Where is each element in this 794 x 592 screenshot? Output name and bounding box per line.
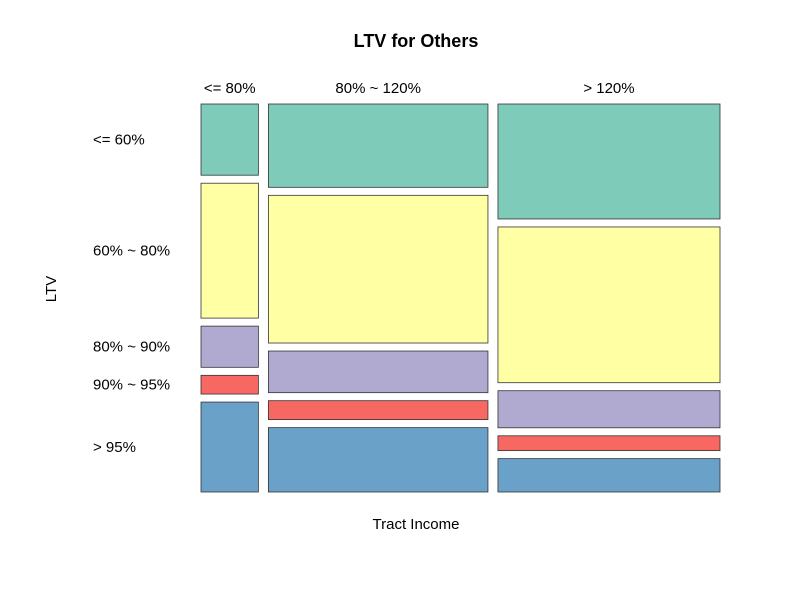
x-tick-label: 80% ~ 120% [335,80,420,97]
x-tick-labels: <= 80% 80% ~ 120% > 120% [204,80,635,97]
mosaic-tile [200,325,259,368]
chart-title: LTV for Others [354,31,479,51]
x-tick-label: > 120% [583,80,634,97]
y-tick-label: > 95% [93,439,136,456]
mosaic-tile [267,350,489,394]
mosaic-tiles [200,103,721,493]
mosaic-tile [200,182,259,319]
mosaic-tile [200,401,259,493]
y-tick-label: <= 60% [93,132,145,149]
mosaic-tile [497,226,721,384]
mosaic-tile [497,390,721,429]
y-tick-label: 80% ~ 90% [93,339,170,356]
mosaic-tile [200,374,259,395]
mosaic-tile [267,194,489,344]
mosaic-tile [497,103,721,220]
mosaic-tile [267,427,489,493]
mosaic-tile [267,400,489,421]
mosaic-tile [497,458,721,493]
x-tick-label: <= 80% [204,80,256,97]
mosaic-tile [200,103,259,176]
x-axis-label: Tract Income [373,516,460,533]
mosaic-tile [267,103,489,188]
y-tick-label: 90% ~ 95% [93,377,170,394]
y-axis-label: LTV [43,276,60,302]
y-tick-label: 60% ~ 80% [93,243,170,260]
y-tick-labels: <= 60% 60% ~ 80% 80% ~ 90% 90% ~ 95% > 95% [93,132,170,456]
mosaic-tile [497,435,721,452]
